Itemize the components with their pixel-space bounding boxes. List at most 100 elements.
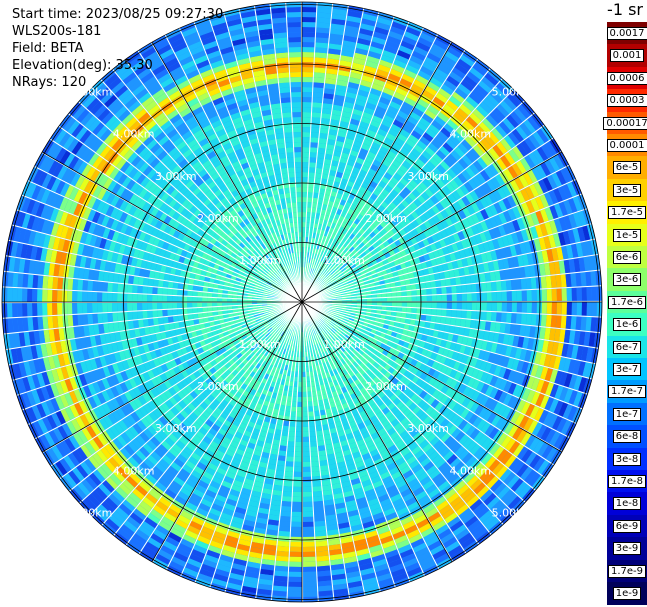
ppi-gate	[182, 534, 197, 545]
ppi-gate	[142, 302, 148, 311]
ppi-gate	[480, 371, 489, 383]
ppi-gate	[77, 302, 83, 314]
ppi-gate	[263, 483, 274, 490]
ppi-gate	[508, 457, 521, 471]
ppi-gate	[357, 349, 365, 356]
ppi-gate	[353, 538, 367, 547]
ppi-gate	[290, 371, 295, 377]
ppi-gate	[355, 358, 363, 365]
ppi-gate	[476, 419, 487, 431]
ppi-gate	[442, 348, 450, 357]
ppi-gate	[347, 437, 356, 445]
ppi-gate	[354, 337, 361, 343]
ppi-gate	[360, 337, 367, 343]
ppi-gate	[234, 506, 247, 515]
ppi-gate	[327, 343, 332, 350]
ppi-gate	[475, 359, 483, 370]
ppi-gate	[330, 406, 338, 413]
ppi-gate	[342, 449, 352, 457]
ppi-gate	[347, 509, 359, 517]
ppi-gate	[461, 536, 476, 549]
ppi-gate	[430, 544, 445, 556]
ppi-gate	[327, 534, 340, 541]
ppi-gate	[330, 321, 336, 326]
ppi-gate	[215, 432, 225, 441]
ppi-gate	[267, 519, 279, 526]
ppi-gate	[47, 289, 53, 302]
ppi-gate	[155, 524, 170, 536]
ppi-gate	[311, 390, 317, 397]
ppi-gate	[328, 337, 334, 343]
ppi-gate	[375, 399, 384, 407]
ppi-gate	[201, 526, 215, 536]
ppi-gate	[432, 548, 447, 560]
ppi-gate	[261, 360, 267, 367]
ppi-gate	[296, 421, 302, 427]
ppi-gate	[288, 581, 302, 587]
ppi-gate	[302, 346, 305, 352]
ppi-gate	[381, 310, 387, 315]
ppi-gate	[440, 339, 447, 348]
ppi-gate	[178, 543, 193, 554]
ppi-gate	[335, 322, 341, 327]
ppi-gate	[457, 394, 467, 405]
ppi-gate	[243, 430, 252, 438]
ppi-gate	[483, 492, 497, 506]
ppi-gate	[438, 461, 450, 473]
ppi-gate	[444, 324, 451, 333]
ppi-gate	[384, 319, 390, 325]
ppi-gate	[262, 367, 268, 374]
ppi-gate	[472, 502, 486, 515]
ppi-gate	[322, 489, 333, 496]
ppi-gate	[416, 518, 430, 529]
ppi-gate	[362, 577, 378, 586]
ppi-gate	[188, 474, 200, 484]
ppi-gate	[457, 484, 470, 496]
ppi-gate	[332, 411, 340, 418]
ppi-gate	[539, 327, 546, 340]
ppi-gate	[244, 397, 253, 405]
ppi-gate	[426, 396, 436, 406]
ppi-gate	[198, 502, 211, 513]
ppi-gate	[250, 546, 263, 554]
ppi-gate	[324, 504, 335, 511]
ppi-gate	[384, 457, 395, 467]
ppi-gate	[400, 312, 407, 318]
ppi-gate	[326, 338, 332, 344]
ppi-gate	[494, 322, 501, 333]
ppi-gate	[316, 555, 330, 562]
ppi-gate	[559, 371, 568, 386]
ppi-gate	[402, 408, 412, 417]
ppi-gate	[371, 309, 377, 314]
ppi-gate	[370, 403, 379, 411]
ppi-gate	[245, 446, 255, 455]
ppi-gate	[374, 516, 387, 526]
ppi-gate	[202, 494, 215, 503]
ppi-gate	[243, 576, 259, 584]
ppi-gate	[272, 585, 288, 592]
ppi-gate	[400, 346, 408, 354]
ppi-gate	[553, 433, 565, 449]
ppi-gate	[316, 321, 321, 327]
ppi-gate	[436, 429, 447, 440]
ppi-gate	[414, 361, 423, 369]
ppi-gate	[482, 351, 491, 362]
ppi-gate	[466, 440, 477, 452]
ppi-gate	[319, 460, 328, 466]
ppi-gate	[172, 309, 178, 316]
ppi-gate	[223, 453, 233, 462]
ppi-gate	[254, 476, 265, 483]
ppi-gate	[478, 330, 485, 340]
ppi-gate	[172, 523, 187, 534]
ppi-gate	[405, 473, 417, 484]
ppi-gate	[428, 377, 437, 386]
ppi-gate	[62, 303, 68, 315]
ppi-gate	[340, 536, 353, 544]
ppi-gate	[370, 507, 383, 516]
ppi-gate	[370, 415, 379, 423]
ppi-gate	[289, 551, 302, 557]
ppi-gate	[202, 302, 208, 308]
ppi-gate	[403, 451, 414, 461]
ppi-gate	[379, 449, 390, 458]
ppi-gate	[241, 418, 250, 426]
